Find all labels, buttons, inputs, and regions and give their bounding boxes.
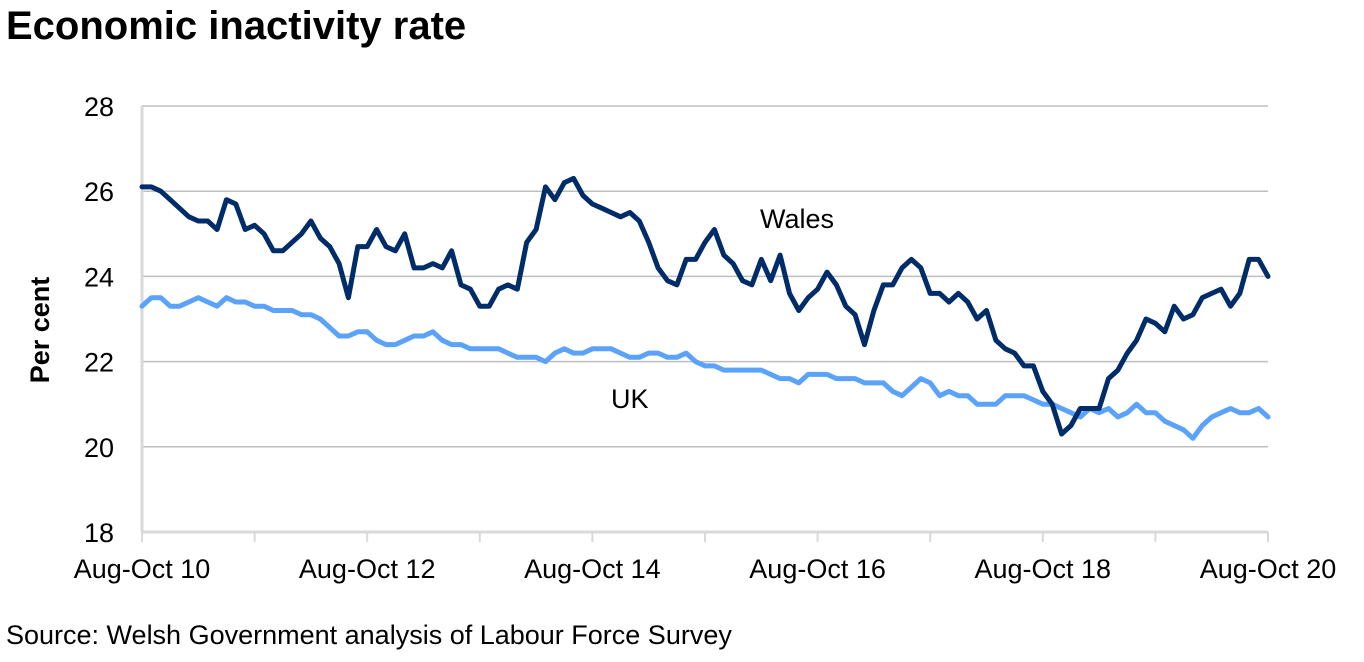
x-tick-label: Aug-Oct 14 — [524, 554, 661, 584]
y-tick-label: 24 — [84, 262, 114, 292]
source-note: Source: Welsh Government analysis of Lab… — [6, 620, 732, 650]
x-tick-label: Aug-Oct 16 — [749, 554, 886, 584]
axes — [140, 106, 1269, 542]
y-tick-label: 20 — [84, 433, 114, 463]
x-axis-ticks: Aug-Oct 10 Aug-Oct 12 Aug-Oct 14 Aug-Oct 16… — [74, 554, 1337, 584]
x-tick-label: Aug-Oct 12 — [299, 554, 436, 584]
series-lines — [139, 175, 1271, 441]
series-line-wales — [139, 175, 1271, 437]
gridlines — [142, 105, 1268, 448]
y-axis-ticks: 18 20 22 24 26 28 — [84, 92, 114, 548]
y-tick-label: 28 — [84, 92, 114, 122]
y-tick-label: 22 — [84, 348, 114, 378]
y-tick-label: 26 — [84, 177, 114, 207]
chart-title: Economic inactivity rate — [6, 4, 467, 48]
y-tick-label: 18 — [84, 518, 114, 548]
y-axis-title: Per cent — [25, 277, 55, 384]
series-line-uk — [139, 295, 1271, 441]
series-label-wales: Wales — [760, 204, 834, 234]
series-label-uk: UK — [611, 384, 649, 414]
x-tick-label: Aug-Oct 18 — [975, 554, 1112, 584]
x-tick-label: Aug-Oct 20 — [1200, 554, 1337, 584]
x-tick-label: Aug-Oct 10 — [74, 554, 211, 584]
